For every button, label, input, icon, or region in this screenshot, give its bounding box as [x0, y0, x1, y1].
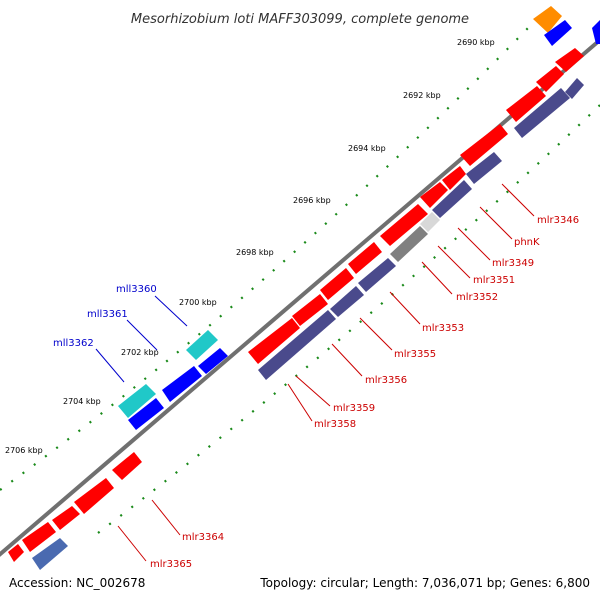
purple-block [258, 310, 336, 380]
gene-label-mlr3346[interactable]: mlr3346 [537, 215, 579, 226]
tick-label-2696: 2696 kbp [293, 196, 331, 205]
gene-label-mlr3351[interactable]: mlr3351 [473, 275, 515, 286]
purple-block [565, 78, 584, 99]
genome-summary: Topology: circular; Length: 7,036,071 bp… [259, 576, 590, 590]
purple-block [466, 152, 502, 184]
tick-label-2694: 2694 kbp [348, 144, 386, 153]
cyan-gene [118, 384, 156, 418]
forward-gene [460, 124, 508, 166]
forward-gene [442, 166, 466, 190]
tick-label-2690: 2690 kbp [457, 38, 495, 47]
forward-gene [555, 48, 584, 72]
gene-label-mlr3356[interactable]: mlr3356 [365, 375, 407, 386]
tick-label-2702: 2702 kbp [121, 348, 159, 357]
forward-gene [248, 318, 300, 364]
gene-label-mlr3359[interactable]: mlr3359 [333, 403, 375, 414]
gene-label-mlr3352[interactable]: mlr3352 [456, 292, 498, 303]
callout-lines [95, 183, 535, 562]
gray-block [390, 226, 428, 262]
gene-label-mlr3358[interactable]: mlr3358 [314, 419, 356, 430]
blue-gene-top [544, 20, 572, 46]
tick-label-2704: 2704 kbp [63, 397, 101, 406]
gene-label-mlr3364[interactable]: mlr3364 [182, 532, 224, 543]
gene-label-mlr3365[interactable]: mlr3365 [150, 559, 192, 570]
purple-block [358, 258, 396, 292]
reverse-gene [32, 538, 68, 570]
forward-gene [348, 242, 382, 274]
reverse-gene [162, 366, 202, 402]
forward-gene [74, 478, 114, 514]
gene-label-mll3361[interactable]: mll3361 [87, 309, 128, 320]
tick-label-2698: 2698 kbp [236, 248, 274, 257]
forward-gene [380, 204, 428, 246]
accession-label: Accession: NC_002678 [9, 576, 145, 590]
tick-label-2700: 2700 kbp [179, 298, 217, 307]
forward-gene [292, 294, 328, 326]
gene-label-mlr3353[interactable]: mlr3353 [422, 323, 464, 334]
gene-label-mlr3355[interactable]: mlr3355 [394, 349, 436, 360]
gene-label-mll3360[interactable]: mll3360 [116, 284, 157, 295]
blue-gene-corner [592, 20, 600, 44]
reverse-gene [198, 348, 228, 374]
purple-block [330, 286, 364, 317]
map-title: Mesorhizobium loti MAFF303099, complete … [131, 12, 469, 27]
reverse-gene [128, 398, 164, 430]
purple-block [514, 88, 570, 138]
cyan-gene [186, 330, 218, 360]
tick-dotted-track [0, 27, 529, 491]
gene-label-mll3362[interactable]: mll3362 [53, 338, 94, 349]
forward-gene [320, 268, 354, 300]
forward-gene [506, 86, 546, 122]
forward-gene [420, 182, 448, 208]
forward-gene [8, 544, 24, 562]
forward-gene [112, 452, 142, 480]
forward-gene [536, 66, 564, 92]
forward-gene [52, 506, 80, 530]
gene-label-phnK[interactable]: phnK [514, 237, 540, 248]
tick-label-2706: 2706 kbp [5, 446, 43, 455]
orange-gene-feature [533, 6, 562, 33]
purple-block [432, 180, 472, 218]
gene-label-mlr3349[interactable]: mlr3349 [492, 258, 534, 269]
purple-block [420, 212, 440, 232]
tick-label-2692: 2692 kbp [403, 91, 441, 100]
forward-gene [22, 522, 56, 552]
